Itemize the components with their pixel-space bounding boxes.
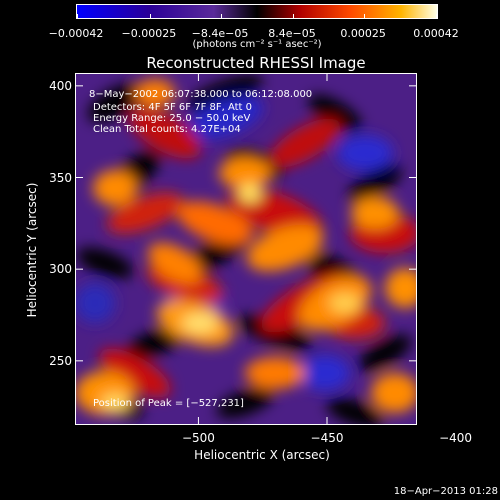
- y-tick-label: 400: [49, 78, 72, 93]
- intensity-blob: [88, 83, 142, 123]
- colorbar-tick-label: 0.00025: [340, 27, 386, 40]
- colorbar-tick-label: −0.00025: [121, 27, 177, 40]
- intensity-blob: [147, 242, 203, 284]
- intensity-blob: [300, 355, 350, 391]
- annotation-clean: Clean Total counts: 4.27E+04: [93, 124, 241, 135]
- intensity-blob: [101, 393, 129, 413]
- timestamp: 18−Apr−2013 01:28: [393, 486, 498, 497]
- x-axis-label: Heliocentric X (arcsec): [194, 448, 330, 462]
- colorbar-tick: [364, 14, 366, 18]
- intensity-blob: [219, 157, 271, 189]
- x-tick-label: −500: [181, 431, 215, 445]
- intensity-blob: [245, 357, 305, 389]
- intensity-blob: [246, 224, 324, 272]
- intensity-blob: [358, 334, 412, 372]
- annotation-peak-position: Position of Peak = [−527,231]: [93, 398, 244, 409]
- intensity-blob: [329, 293, 361, 313]
- plot-area: 8−May−2002 06:07:38.000 to 06:12:08.000 …: [75, 73, 417, 425]
- colorbar-tick: [436, 14, 437, 18]
- colorbar-tick-label: −0.00042: [48, 27, 104, 40]
- intensity-blob: [371, 373, 417, 413]
- annotation-time-range: 8−May−2002 06:07:38.000 to 06:12:08.000: [89, 89, 313, 100]
- intensity-blob: [269, 118, 341, 168]
- x-tick-label: −450: [310, 431, 344, 445]
- intensity-blob: [238, 183, 262, 203]
- y-axis-label: Heliocentric Y (arcsec): [25, 182, 39, 318]
- colorbar-tick: [221, 14, 222, 18]
- intensity-blob: [93, 170, 137, 206]
- intensity-blob: [126, 327, 184, 359]
- colorbar-tick: [149, 14, 151, 18]
- intensity-blob: [337, 135, 393, 171]
- colorbar-tick: [77, 14, 78, 18]
- intensity-blob: [348, 164, 402, 202]
- intensity-blob: [385, 268, 417, 308]
- intensity-blob: [237, 315, 313, 351]
- intensity-blob: [186, 96, 264, 140]
- annotation-detectors: Detectors: 4F 5F 6F 7F 8F, Att 0: [93, 102, 253, 113]
- intensity-blob: [187, 75, 263, 111]
- colorbar-tick-label: 8.4e−05: [268, 27, 316, 40]
- intensity-blob: [326, 397, 384, 425]
- colorbar: [76, 4, 438, 19]
- colorbar-tick-label: 0.00042: [413, 27, 459, 40]
- intensity-blob: [351, 197, 399, 229]
- intensity-blob: [76, 247, 134, 279]
- colorbar-tick: [293, 14, 294, 18]
- y-tick-label: 250: [49, 353, 72, 368]
- colorbar-units: (photons cm⁻² s⁻¹ asec⁻²): [192, 39, 322, 50]
- annotation-energy: Energy Range: 25.0 − 50.0 keV: [93, 113, 251, 124]
- intensity-blob: [99, 348, 171, 398]
- intensity-blob: [216, 387, 274, 419]
- colorbar-tick-label: −8.4e−05: [191, 27, 249, 40]
- y-tick-label: 350: [49, 170, 72, 185]
- intensity-blob: [176, 201, 254, 245]
- intensity-blob: [135, 79, 175, 107]
- x-tick-label: −400: [439, 431, 473, 445]
- intensity-blob: [182, 313, 218, 333]
- chart-title: Reconstructed RHESSI Image: [146, 54, 366, 72]
- intensity-blob: [129, 107, 201, 159]
- intensity-blob: [75, 283, 115, 323]
- y-tick-label: 300: [49, 262, 72, 277]
- colorbar-gradient: [77, 5, 437, 18]
- heatmap-image: [75, 73, 417, 425]
- intensity-blob: [308, 94, 362, 132]
- intensity-blob: [107, 192, 183, 234]
